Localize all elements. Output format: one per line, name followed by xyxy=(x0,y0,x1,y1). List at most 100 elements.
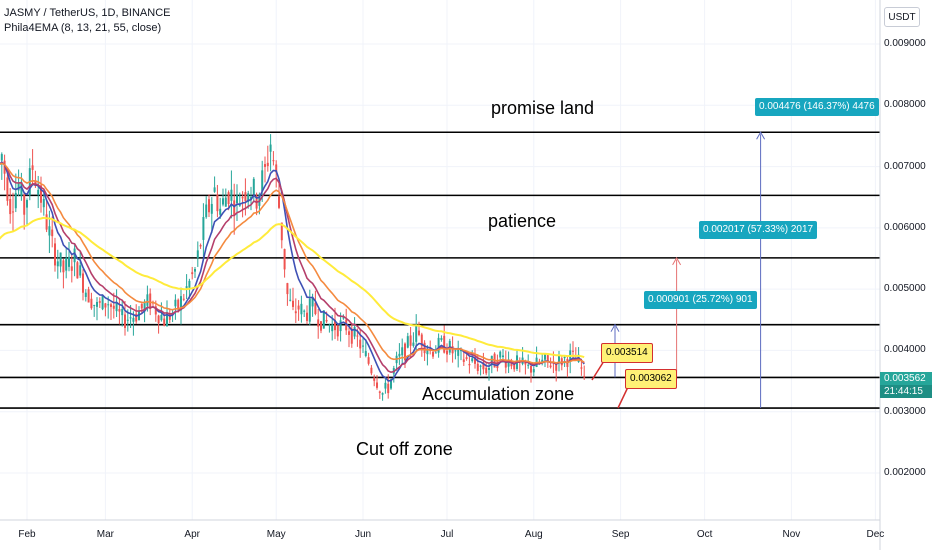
candle-body xyxy=(409,335,412,346)
candle-body xyxy=(68,256,70,267)
candle-body xyxy=(283,249,286,270)
candle-body xyxy=(213,187,216,192)
callout-pointer xyxy=(591,360,605,381)
ema-55-line xyxy=(0,216,585,359)
candle-body xyxy=(250,196,252,200)
candle-body xyxy=(0,154,3,161)
zone-label-cutoff: Cut off zone xyxy=(356,439,453,459)
candle-body xyxy=(359,339,362,349)
price-callout-2[interactable]: 0.003062 xyxy=(625,369,677,389)
candle-body xyxy=(580,367,583,369)
candle-body xyxy=(188,280,191,288)
candle-body xyxy=(62,260,65,273)
currency-button[interactable]: USDT xyxy=(884,7,920,27)
x-tick-label: Apr xyxy=(184,529,200,540)
candle-body xyxy=(485,367,488,374)
candle-body xyxy=(303,310,306,312)
candle-body xyxy=(320,321,322,331)
candle-body xyxy=(336,325,339,337)
candle-body xyxy=(415,324,418,342)
candle-body xyxy=(289,299,292,301)
candle-body xyxy=(174,299,177,307)
candle-body xyxy=(499,351,502,358)
candle-body xyxy=(286,283,289,295)
candle-body xyxy=(70,266,73,271)
candle-body xyxy=(6,177,9,201)
candle-body xyxy=(96,302,98,307)
x-tick-label: May xyxy=(266,529,286,540)
candle-body xyxy=(297,305,300,310)
candle-body xyxy=(513,363,516,370)
candle-body xyxy=(544,354,546,360)
x-tick-label: Mar xyxy=(96,529,115,540)
y-tick-label: 0.009000 xyxy=(884,38,926,49)
candle-body xyxy=(546,355,549,361)
candle-body xyxy=(362,345,364,347)
candle-body xyxy=(37,189,40,195)
candle-body xyxy=(202,217,205,240)
candle-body xyxy=(230,189,233,201)
candle-body xyxy=(51,229,54,237)
candle-body xyxy=(292,300,294,307)
candle-body xyxy=(143,302,146,312)
candle-body xyxy=(294,311,297,314)
candle-body xyxy=(196,250,199,259)
candle-body xyxy=(381,393,384,395)
candle-body xyxy=(300,303,303,315)
candle-body xyxy=(272,160,275,162)
measure-label-2[interactable]: 0.002017 (57.33%) 2017 xyxy=(699,221,818,239)
candle-body xyxy=(314,302,317,314)
candle-body xyxy=(185,286,188,289)
x-tick-label: Oct xyxy=(696,529,713,540)
measure-label-1[interactable]: 0.004476 (146.37%) 4476 xyxy=(755,98,879,116)
measure-arrowhead xyxy=(610,323,620,332)
candle-body xyxy=(460,349,462,352)
candle-body xyxy=(390,379,392,389)
y-tick-label: 0.002000 xyxy=(884,466,926,478)
candle-body xyxy=(406,336,409,348)
candle-body xyxy=(31,165,34,170)
price-callout-1[interactable]: 0.003514 xyxy=(601,343,653,363)
candle-body xyxy=(54,243,56,266)
indicator-label[interactable]: Phila4EMA (8, 13, 21, 55, close) xyxy=(4,22,162,34)
x-tick-label: Jun xyxy=(354,529,372,540)
candle-body xyxy=(342,317,345,319)
candle-body xyxy=(20,181,23,197)
candle-body xyxy=(440,338,443,340)
candle-body xyxy=(275,164,278,173)
candle-body xyxy=(563,356,566,359)
candle-body xyxy=(479,365,482,367)
candle-body xyxy=(124,314,126,328)
ema-8-line xyxy=(0,161,585,382)
candle-body xyxy=(476,363,479,371)
candle-body xyxy=(378,391,381,393)
candle-body xyxy=(373,377,376,381)
measurement-arrows xyxy=(591,131,766,409)
candle-body xyxy=(104,303,107,308)
candle-body xyxy=(434,352,437,354)
ema-lines xyxy=(0,161,585,382)
candle-body xyxy=(59,252,62,267)
candle-body xyxy=(462,359,465,362)
candle-body xyxy=(401,347,404,356)
candle-body xyxy=(17,183,20,191)
candle-body xyxy=(247,193,250,203)
candle-body xyxy=(530,365,532,373)
x-tick-label: Aug xyxy=(524,529,543,540)
y-tick-label: 0.004000 xyxy=(884,344,926,356)
candle-body xyxy=(140,303,143,309)
candle-body xyxy=(532,369,535,373)
x-tick-label: Dec xyxy=(866,529,885,540)
candle-body xyxy=(227,192,230,205)
y-tick-label: 0.006000 xyxy=(884,221,926,233)
chart-title: JASMY / TetherUS, 1D, BINANCE xyxy=(4,7,171,19)
candle-body xyxy=(541,359,544,364)
candle-body xyxy=(23,194,26,215)
candle-body xyxy=(457,348,460,356)
candle-body xyxy=(308,298,311,322)
zone-label-accumulation: Accumulation zone xyxy=(422,384,575,404)
current-price-tag: 0.003562 xyxy=(880,372,932,385)
measure-label-3[interactable]: 0.000901 (25.72%) 901 xyxy=(644,291,757,309)
candle-body xyxy=(420,334,423,347)
